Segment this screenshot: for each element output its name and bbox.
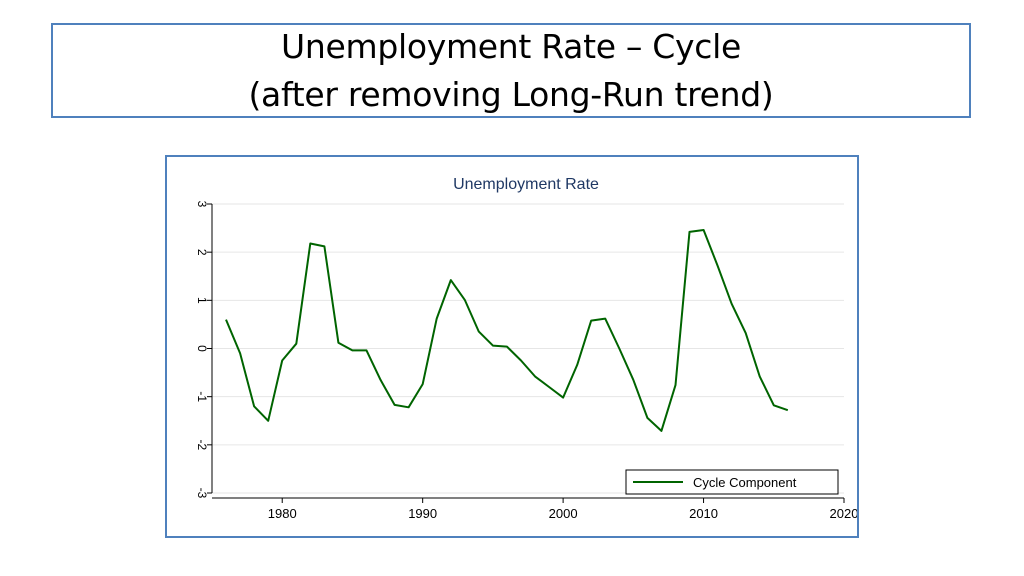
slide-title-line-1: Unemployment Rate – Cycle xyxy=(281,26,741,66)
unemployment-cycle-chart: Unemployment Rate -3 -2 -1 0 1 2 3 1980 1990 2000… xyxy=(195,176,858,521)
y-tick-label: 0 xyxy=(195,345,209,352)
x-tick-label: 2020 xyxy=(830,506,857,521)
x-tick-label: 1980 xyxy=(268,506,297,521)
y-tick-label: -1 xyxy=(195,391,209,402)
legend-label: Cycle Component xyxy=(693,475,797,490)
y-tick-label: 2 xyxy=(195,249,209,256)
series-layer xyxy=(225,229,789,432)
slide-title-box: Unemployment Rate – Cycle (after removin… xyxy=(51,23,971,118)
y-tick-label: -2 xyxy=(195,439,209,450)
legend: Cycle Component xyxy=(625,469,839,495)
x-tick-label: 2010 xyxy=(689,506,718,521)
grid-lines xyxy=(212,203,844,494)
x-tick-label: 1990 xyxy=(408,506,437,521)
chart-title: Unemployment Rate xyxy=(453,176,599,193)
axes: -3 -2 -1 0 1 2 3 1980 1990 2000 2010 2020 xyxy=(195,201,858,521)
y-tick-label: 3 xyxy=(195,201,209,208)
series-line-cycle-component xyxy=(225,229,789,432)
slide-title-line-2: (after removing Long-Run trend) xyxy=(248,74,774,114)
chart-frame: Unemployment Rate -3 -2 -1 0 1 2 3 1980 1990 2000… xyxy=(165,155,859,538)
y-tick-label: -3 xyxy=(195,488,209,499)
x-tick-label: 2000 xyxy=(549,506,578,521)
y-tick-label: 1 xyxy=(195,297,209,304)
